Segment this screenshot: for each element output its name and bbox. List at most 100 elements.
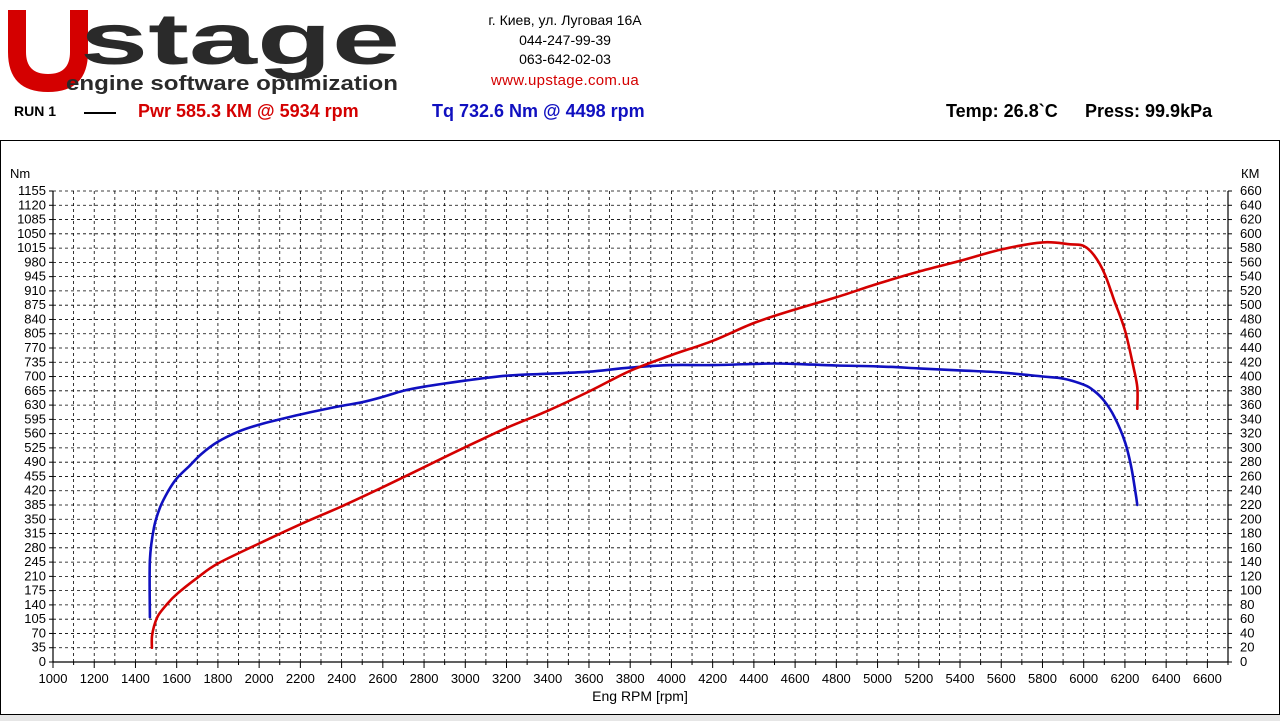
- run-line-legend: [84, 112, 116, 114]
- power-curve: [150, 240, 1139, 649]
- x-tick-label: 5400: [946, 671, 975, 686]
- y-tick-label-left: 420: [24, 483, 46, 498]
- x-tick-label: 1200: [80, 671, 109, 686]
- y-tick-label-right: 120: [1240, 568, 1262, 583]
- y-tick-label-left: 385: [24, 497, 46, 512]
- y-tick-label-left: 1015: [17, 240, 46, 255]
- y-tick-label-right: 640: [1240, 197, 1262, 212]
- y-tick-label-left: 0: [39, 654, 46, 669]
- contact-phone-2: 063-642-02-03: [519, 51, 611, 67]
- y-tick-label-left: 1155: [18, 183, 46, 198]
- x-tick-label: 2000: [245, 671, 274, 686]
- x-tick-label: 4200: [698, 671, 727, 686]
- y-tick-label-left: 455: [24, 468, 46, 483]
- arrow-up-icon: [32, 22, 64, 66]
- y-tick-label-left: 630: [24, 397, 46, 412]
- y-tick-label-left: 1085: [17, 212, 46, 227]
- y-tick-label-right: 0: [1240, 654, 1247, 669]
- x-tick-label: 1600: [162, 671, 191, 686]
- y-tick-label-left: 175: [24, 583, 46, 598]
- y-tick-label-left: 1050: [17, 226, 46, 241]
- bottom-border: [0, 714, 1280, 721]
- series: [148, 240, 1139, 649]
- run-label: RUN 1: [14, 103, 57, 119]
- y-tick-label-right: 340: [1240, 411, 1262, 426]
- x-tick-label: 2200: [286, 671, 315, 686]
- y-tick-label-left: 350: [24, 511, 46, 526]
- x-tick-label: 5800: [1028, 671, 1057, 686]
- dyno-chart: 0357010514017521024528031535038542045549…: [10, 166, 1262, 704]
- x-tick-label: 1400: [121, 671, 150, 686]
- y-tick-label-left: 140: [24, 597, 46, 612]
- torque-curve: [148, 362, 1139, 619]
- x-tick-label: 3400: [533, 671, 562, 686]
- x-tick-label: 3600: [575, 671, 604, 686]
- axes: 0357010514017521024528031535038542045549…: [17, 183, 1262, 686]
- upstage-logo: stage engine software optimization: [8, 0, 400, 95]
- x-tick-label: 5600: [987, 671, 1016, 686]
- y-tick-label-left: 595: [24, 411, 46, 426]
- y-tick-label-right: 140: [1240, 554, 1262, 569]
- y-tick-label-right: 460: [1240, 326, 1262, 341]
- power-readout: Pwr 585.3 КМ @ 5934 rpm: [138, 101, 359, 121]
- y-tick-label-right: 220: [1240, 497, 1262, 512]
- x-tick-label: 2400: [327, 671, 356, 686]
- y-tick-label-right: 560: [1240, 254, 1262, 269]
- x-tick-label: 4600: [781, 671, 810, 686]
- y-tick-label-left: 490: [24, 454, 46, 469]
- y-tick-label-right: 60: [1240, 611, 1254, 626]
- y-tick-label-right: 520: [1240, 283, 1262, 298]
- temperature-readout: Temp: 26.8`C: [946, 101, 1058, 121]
- y-axis-label-right: КМ: [1241, 166, 1259, 181]
- y-tick-label-left: 805: [24, 326, 46, 341]
- y-tick-label-left: 1120: [18, 197, 46, 212]
- x-axis-label: Eng RPM [rpm]: [592, 688, 688, 704]
- x-tick-label: 2600: [368, 671, 397, 686]
- x-tick-label: 2800: [410, 671, 439, 686]
- y-tick-label-right: 320: [1240, 426, 1262, 441]
- y-tick-label-right: 20: [1240, 640, 1254, 655]
- y-tick-label-right: 240: [1240, 483, 1262, 498]
- x-tick-label: 3800: [616, 671, 645, 686]
- y-tick-label-right: 180: [1240, 526, 1262, 541]
- y-tick-label-left: 840: [24, 311, 46, 326]
- y-tick-label-left: 210: [24, 568, 46, 583]
- y-tick-label-left: 945: [24, 269, 46, 284]
- y-tick-label-right: 280: [1240, 454, 1262, 469]
- y-tick-label-left: 105: [24, 611, 46, 626]
- x-tick-label: 4400: [739, 671, 768, 686]
- logo-u-shape: [8, 10, 88, 92]
- y-tick-label-right: 260: [1240, 468, 1262, 483]
- y-tick-label-left: 525: [24, 440, 46, 455]
- y-tick-label-left: 910: [24, 283, 46, 298]
- y-tick-label-left: 700: [24, 369, 46, 384]
- x-tick-label: 5000: [863, 671, 892, 686]
- x-tick-label: 3200: [492, 671, 521, 686]
- y-tick-label-left: 35: [32, 640, 46, 655]
- x-tick-label: 4000: [657, 671, 686, 686]
- y-tick-label-left: 280: [24, 540, 46, 555]
- y-tick-label-left: 315: [24, 526, 46, 541]
- x-tick-label: 5200: [904, 671, 933, 686]
- y-tick-label-right: 300: [1240, 440, 1262, 455]
- x-tick-label: 1000: [39, 671, 68, 686]
- y-tick-label-left: 770: [24, 340, 46, 355]
- torque-readout: Tq 732.6 Nm @ 4498 rpm: [432, 101, 645, 121]
- y-tick-label-right: 480: [1240, 311, 1262, 326]
- x-tick-label: 6400: [1152, 671, 1181, 686]
- x-tick-label: 3000: [451, 671, 480, 686]
- x-tick-label: 4800: [822, 671, 851, 686]
- y-tick-label-right: 500: [1240, 297, 1262, 312]
- y-tick-label-left: 735: [24, 354, 46, 369]
- y-tick-label-right: 40: [1240, 625, 1254, 640]
- y-tick-label-right: 440: [1240, 340, 1262, 355]
- logo-tagline: engine software optimization: [66, 73, 398, 95]
- x-tick-label: 6000: [1069, 671, 1098, 686]
- contact-website: www.upstage.com.ua: [491, 72, 639, 89]
- y-tick-label-left: 665: [24, 383, 46, 398]
- y-tick-label-left: 560: [24, 426, 46, 441]
- y-tick-label-right: 620: [1240, 212, 1262, 227]
- y-tick-label-right: 200: [1240, 511, 1262, 526]
- x-tick-label: 6600: [1193, 671, 1222, 686]
- x-tick-label: 1800: [203, 671, 232, 686]
